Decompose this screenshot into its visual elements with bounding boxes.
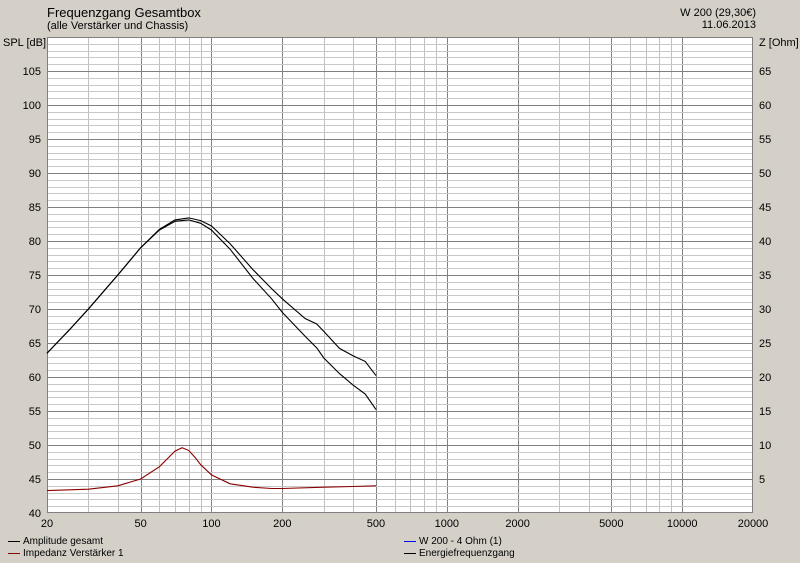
x-tick-label: 50 (135, 518, 147, 530)
y-tick-label-right: 40 (759, 236, 771, 248)
legend-driver: W 200 - 4 Ohm (1) (419, 536, 502, 547)
y-tick-label-left: 60 (29, 372, 41, 384)
y-tick-label-left: 45 (29, 474, 41, 486)
y-tick-label-right: 55 (759, 134, 771, 146)
y-tick-label-left: 70 (29, 304, 41, 316)
y-tick-label-left: 55 (29, 406, 41, 418)
legend-energy: Energiefrequenzgang (419, 548, 515, 559)
speaker-info: W 200 (29,30€) (680, 7, 756, 19)
y-tick-label-right: 10 (759, 440, 771, 452)
y-tick-label-left: 105 (23, 66, 41, 78)
x-tick-label: 1000 (435, 518, 459, 530)
y-tick-label-right: 5 (759, 474, 765, 486)
y-tick-label-left: 85 (29, 202, 41, 214)
x-tick-label: 10000 (667, 518, 698, 530)
y-tick-label-left: 40 (29, 508, 41, 520)
y-tick-label-left: 80 (29, 236, 41, 248)
series-impedanz-verst-rker-1 (46, 447, 377, 492)
y-tick-label-right: 20 (759, 372, 771, 384)
y-axis-label-left: SPL [dB] (3, 37, 47, 49)
x-tick-label: 5000 (599, 518, 623, 530)
y-tick-label-right: 15 (759, 406, 771, 418)
y-tick-label-right: 60 (759, 100, 771, 112)
y-tick-label-left: 95 (29, 134, 41, 146)
y-tick-label-right: 50 (759, 168, 771, 180)
y-tick-label-left: 65 (29, 338, 41, 350)
x-tick-label: 20000 (738, 518, 769, 530)
y-axis-label-right: Z [Ohm] (759, 37, 799, 49)
x-tick-label: 2000 (505, 518, 529, 530)
y-tick-label-left: 90 (29, 168, 41, 180)
legend-swatch-energy (404, 553, 416, 554)
legend-swatch-impedance (8, 553, 20, 554)
y-tick-label-left: 50 (29, 440, 41, 452)
date-label: 11.06.2013 (701, 19, 756, 31)
y-tick-label-right: 45 (759, 202, 771, 214)
legend-impedance: Impedanz Verstärker 1 (23, 548, 124, 559)
legend-swatch-amplitude (8, 541, 20, 542)
chart-title: Frequenzgang Gesamtbox (47, 5, 201, 20)
series-energiefrequenzgang (46, 217, 377, 376)
y-tick-label-right: 25 (759, 338, 771, 350)
y-tick-label-right: 35 (759, 270, 771, 282)
x-tick-label: 100 (202, 518, 220, 530)
y-tick-label-left: 75 (29, 270, 41, 282)
y-tick-label-right: 65 (759, 66, 771, 78)
legend-swatch-driver (404, 541, 416, 542)
y-tick-label-left: 100 (23, 100, 41, 112)
y-tick-label-right: 30 (759, 304, 771, 316)
x-tick-label: 500 (367, 518, 385, 530)
legend-amplitude: Amplitude gesamt (23, 536, 104, 547)
x-tick-label: 200 (273, 518, 291, 530)
plot-frame (47, 37, 753, 513)
x-tick-label: 20 (41, 518, 53, 530)
chart-subtitle: (alle Verstärker und Chassis) (47, 20, 189, 32)
